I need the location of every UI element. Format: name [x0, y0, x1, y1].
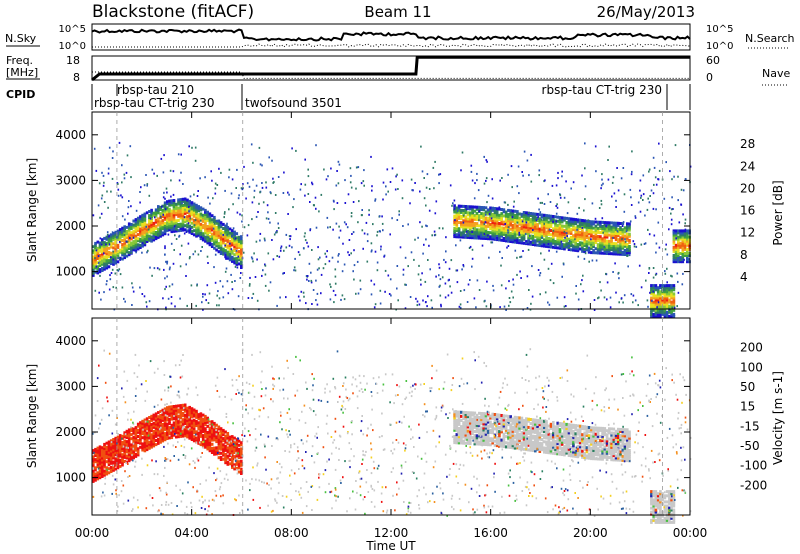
echo-region-2	[650, 284, 676, 318]
nave-tick-bottom: 0	[706, 71, 713, 84]
colorbar-tick-2: 50	[740, 380, 755, 394]
colorbar-tick-5: -50	[740, 439, 760, 453]
power-ylabel: Slant Range [km]	[25, 158, 39, 262]
time-axis-label: Time UT	[365, 539, 416, 553]
frequency-panel: Freq. [MHz] Nave 18 8 60 0	[6, 54, 790, 86]
y-tick-label-0: 1000	[55, 471, 86, 485]
x-tick-label-3: 12:00	[374, 526, 409, 540]
y-tick-label-1: 2000	[55, 425, 86, 439]
echo-region-0	[92, 197, 243, 277]
freq-tick-bottom: 8	[73, 71, 80, 84]
frequency-series	[91, 55, 690, 82]
beam-title: Beam 11	[364, 3, 431, 21]
cpid-segment-1: rbsp-tau 210	[117, 83, 194, 97]
noise-left-tick-bottom: 10^0	[59, 41, 86, 52]
echo-region-1	[453, 204, 631, 257]
freq-label: Freq.	[6, 54, 33, 67]
nsearch-label: N.Search	[745, 32, 795, 45]
colorbar-tick-1: 100	[740, 360, 763, 374]
noise-right-tick-bottom: 10^0	[706, 41, 733, 52]
noise-left-tick-top: 10^5	[59, 24, 86, 35]
power-panel: 1000 2000 3000 4000 Slant Range [km] 4 8 12 16…	[25, 111, 785, 318]
time-axis-ticklabels: 00:00 04:00 08:00 12:00 16:00 20:00 00:00	[75, 526, 708, 540]
nsky-label: N.Sky	[5, 32, 37, 45]
noise-right-tick-top: 10^5	[706, 24, 733, 35]
velocity-axes: 1000 2000 3000 4000	[55, 318, 691, 515]
y-tick-label-2: 3000	[55, 379, 86, 393]
colorbar-tick-4: -15	[740, 419, 760, 433]
colorbar-tick-3: 15	[740, 400, 755, 414]
colorbar-tick-4: 20	[740, 181, 755, 195]
colorbar-tick-0: 200	[740, 341, 763, 355]
velocity-panel: 1000 2000 3000 4000 Slant Range [km] 200 100…	[25, 317, 785, 553]
x-tick-label-4: 16:00	[473, 526, 508, 540]
cpid-segment-0: rbsp-tau CT-trig 230	[94, 96, 214, 110]
colorbar-tick-3: 16	[740, 204, 755, 218]
cpid-label: CPID	[6, 88, 35, 101]
colorbar-tick-0: 4	[740, 270, 748, 284]
colorbar-tick-6: 28	[740, 137, 755, 151]
nave-tick-top: 60	[706, 54, 720, 67]
colorbar-tick-2: 12	[740, 226, 755, 240]
cpid-segment-2: twofsound 3501	[245, 96, 342, 110]
x-tick-label-6: 00:00	[673, 526, 708, 540]
power-cells	[92, 141, 692, 318]
freq-tick-top: 18	[66, 54, 80, 67]
x-tick-label-0: 00:00	[75, 526, 110, 540]
velocity-cbar-label: Velocity [m s-1]	[771, 371, 785, 465]
power-colorbar: 4 8 12 16 20 24 28	[740, 137, 755, 284]
x-tick-label-5: 20:00	[573, 526, 608, 540]
echo-region-2	[650, 490, 676, 524]
colorbar-tick-6: -100	[740, 459, 767, 473]
y-tick-label-1: 2000	[55, 219, 86, 233]
station-title: Blackstone (fitACF)	[92, 2, 254, 22]
x-tick-label-2: 08:00	[274, 526, 309, 540]
cpid-segment-3: rbsp-tau CT-trig 230	[542, 83, 662, 97]
velocity-ylabel: Slant Range [km]	[25, 364, 39, 468]
y-tick-label-3: 4000	[55, 128, 86, 142]
date-title: 26/May/2013	[597, 3, 695, 21]
velocity-colorbar: 200 100 50 15 -15 -50 -100 -200	[740, 341, 767, 493]
scatter-echoes	[92, 141, 692, 311]
cpid-row: CPID rbsp-tau 210 rbsp-tau CT-trig 230 t…	[6, 83, 691, 110]
freq-unit-label: [MHz]	[6, 66, 38, 79]
colorbar-tick-5: 24	[740, 159, 755, 173]
colorbar-tick-7: -200	[740, 478, 767, 492]
power-axes: 1000 2000 3000 4000	[55, 112, 691, 309]
power-cbar-label: Power [dB]	[771, 180, 785, 245]
scatter-echoes	[92, 348, 692, 517]
nave-label: Nave	[762, 67, 790, 80]
noise-panel: N.Sky N.Search 10^5 10^0 10^5 10^0	[5, 23, 795, 52]
colorbar-tick-1: 8	[740, 248, 748, 262]
y-tick-label-3: 4000	[55, 334, 86, 348]
echo-region-1	[453, 410, 631, 463]
nsky-series	[91, 28, 691, 42]
y-tick-label-0: 1000	[55, 265, 86, 279]
y-tick-label-2: 3000	[55, 173, 86, 187]
x-tick-label-1: 04:00	[174, 526, 209, 540]
echo-region-3	[672, 229, 691, 264]
nsearch-series	[92, 43, 691, 48]
velocity-cells	[92, 348, 692, 524]
